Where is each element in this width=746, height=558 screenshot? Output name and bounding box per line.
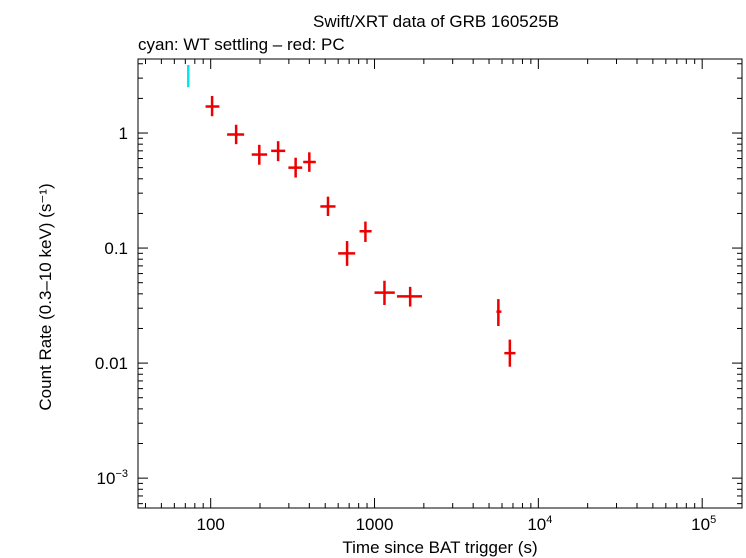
data-point [359,221,372,242]
data-point [288,157,303,178]
data-point [338,241,356,266]
data-point [303,152,316,172]
data-point [187,65,190,88]
y-tick-label: 1 [119,124,128,143]
data-point [251,144,268,165]
x-tick-label: 104 [527,514,552,534]
axis-ticks [138,59,742,508]
x-tick-label: 100 [197,515,225,534]
data-point [396,286,423,307]
axis-tick-labels: 100 1000 104 105 1 0.1 0.01 10−3 [95,124,716,534]
data-point [227,124,245,145]
y-tick-label: 0.01 [95,354,128,373]
data-points [187,65,516,367]
data-point [496,299,502,327]
data-point [271,141,286,162]
y-axis-label: Count Rate (0.3–10 keV) (s⁻¹) [36,183,55,410]
x-tick-label: 1000 [356,515,394,534]
chart-title: Swift/XRT data of GRB 160525B [313,12,559,31]
data-point [320,196,336,216]
data-point [374,280,395,305]
y-tick-label: 0.1 [104,239,128,258]
data-point [205,95,220,117]
x-axis-label: Time since BAT trigger (s) [342,538,537,557]
plot-frame [137,58,743,509]
chart-subtitle: cyan: WT settling – red: PC [138,35,345,54]
x-tick-label: 105 [691,514,716,534]
data-point [504,339,516,367]
y-tick-label: 10−3 [97,468,128,488]
